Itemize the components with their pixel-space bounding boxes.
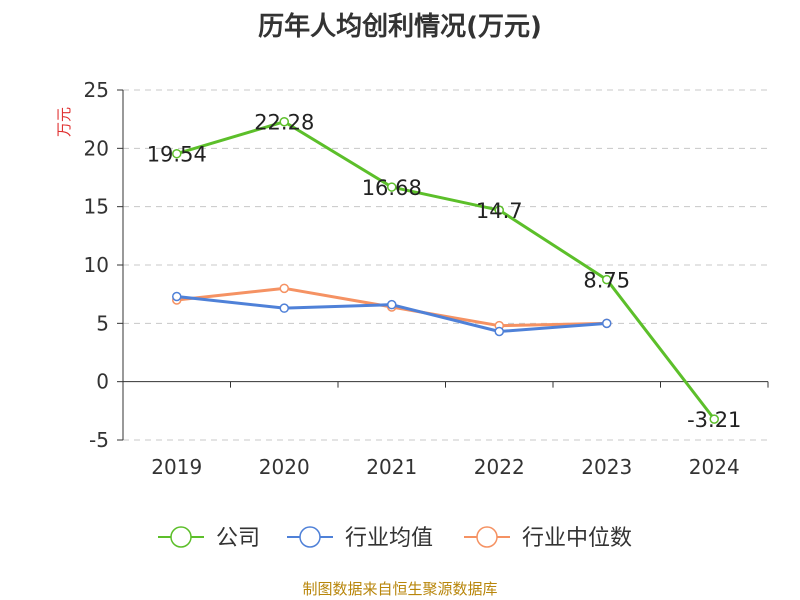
- x-tick-label: 2020: [259, 455, 310, 479]
- legend-label: 公司: [216, 526, 260, 551]
- data-label: 22.28: [254, 111, 314, 135]
- data-label: 19.54: [147, 143, 207, 167]
- legend-marker: [299, 526, 321, 548]
- y-tick-label: 10: [84, 253, 109, 277]
- x-tick-label: 2021: [366, 455, 417, 479]
- legend-label: 行业中位数: [522, 526, 632, 551]
- data-point: [494, 205, 504, 215]
- y-tick-label: 25: [84, 78, 109, 102]
- legend-marker: [476, 526, 498, 548]
- data-label: 14.7: [476, 199, 523, 223]
- data-label: 16.68: [362, 176, 422, 200]
- data-point: [279, 283, 289, 294]
- data-point: [387, 299, 397, 310]
- y-tick-label: -5: [89, 428, 109, 452]
- x-tick-label: 2024: [689, 455, 740, 479]
- series-line: [176, 120, 716, 421]
- data-point: [172, 291, 182, 302]
- data-point: [279, 303, 289, 313]
- data-point: [494, 326, 504, 337]
- data-point: [709, 414, 719, 424]
- chart-title: 历年人均创利情况(万元): [258, 12, 542, 42]
- data-point: [387, 182, 397, 192]
- x-tick-label: 2022: [474, 455, 525, 479]
- y-tick-label: 15: [84, 195, 109, 219]
- data-point: [279, 116, 289, 127]
- y-tick-label: 5: [96, 311, 109, 335]
- data-label: 8.75: [583, 269, 630, 293]
- data-point: [602, 318, 612, 329]
- y-tick-label: 20: [84, 136, 109, 160]
- y-tick-label: 0: [96, 370, 109, 394]
- legend-label: 行业均值: [345, 526, 433, 551]
- data-label: -3.21: [687, 408, 741, 432]
- legend-marker: [170, 526, 192, 548]
- y-axis-label: 万元: [55, 107, 73, 137]
- x-tick-label: 2023: [581, 455, 632, 479]
- source-note: 制图数据来自恒生聚源数据库: [302, 580, 498, 598]
- data-point: [172, 148, 182, 159]
- data-point: [602, 274, 612, 285]
- x-tick-label: 2019: [151, 455, 202, 479]
